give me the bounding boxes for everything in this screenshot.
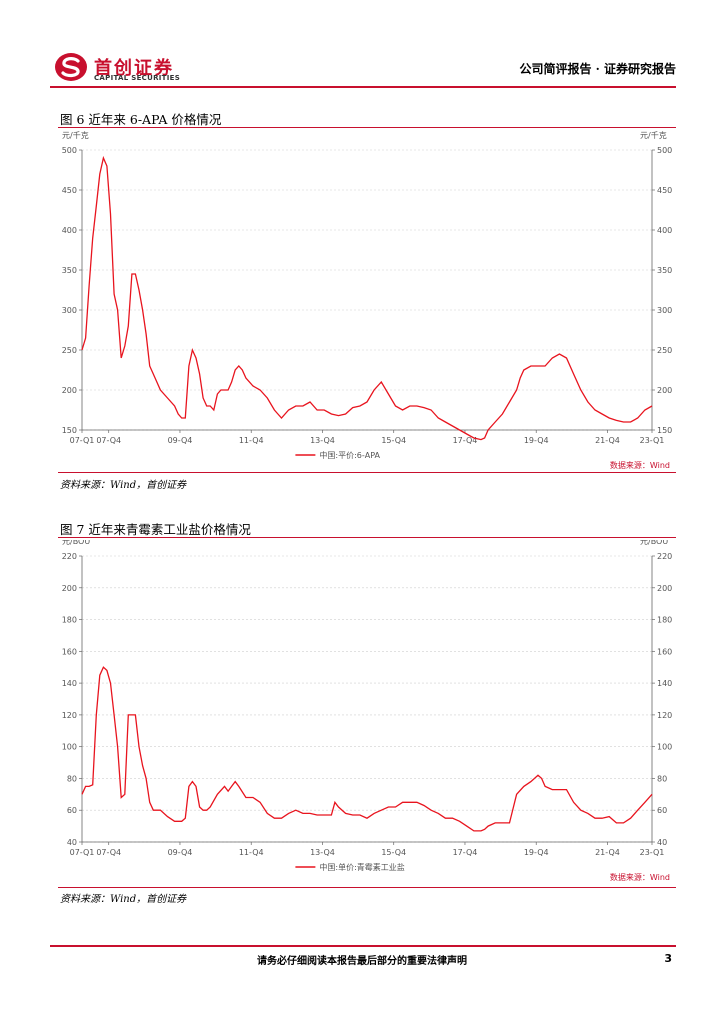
series-line bbox=[81, 155, 653, 441]
y-tick-label-left: 160 bbox=[62, 647, 77, 656]
figure-7-chart: 元/BOU 元/BOU 40 40 60 60 80 80 100 100 120 120 140 140… bbox=[62, 540, 673, 882]
x-tick-label: 07-Q1 bbox=[70, 848, 95, 857]
x-tick-label: 13-Q4 bbox=[310, 848, 335, 857]
x-tick-label: 19-Q4 bbox=[524, 436, 549, 445]
figure-6-source: 资料来源：Wind，首创证券 bbox=[60, 480, 187, 491]
footer-divider bbox=[50, 945, 676, 947]
y-tick-label-right: 150 bbox=[657, 426, 672, 435]
y-tick-label-left: 120 bbox=[62, 711, 77, 720]
y-tick-label-left: 500 bbox=[62, 146, 77, 155]
x-tick-label: 07-Q1 bbox=[70, 436, 95, 445]
legend-label: 中国:单价:青霉素工业盐 bbox=[319, 862, 404, 872]
x-tick-label: 15-Q4 bbox=[381, 848, 406, 857]
y-tick-label-left: 100 bbox=[62, 743, 77, 752]
x-tick-label: 23-Q1 bbox=[640, 436, 665, 445]
y-tick-label-right: 300 bbox=[657, 306, 672, 315]
right-axis-unit: 元/千克 bbox=[640, 130, 667, 140]
x-tick-label: 09-Q4 bbox=[168, 848, 193, 857]
x-tick-label: 07-Q4 bbox=[96, 848, 121, 857]
y-tick-label-right: 120 bbox=[657, 711, 672, 720]
series-line bbox=[81, 666, 653, 832]
y-tick-label-left: 200 bbox=[62, 584, 77, 593]
y-tick-label-right: 200 bbox=[657, 584, 672, 593]
logo-cn-text: 首创证券 bbox=[94, 58, 174, 79]
y-tick-label-right: 200 bbox=[657, 386, 672, 395]
right-axis-unit: 元/BOU bbox=[640, 540, 668, 546]
data-credit: 数据来源：Wind bbox=[610, 460, 670, 470]
x-tick-label: 19-Q4 bbox=[524, 848, 549, 857]
x-tick-label: 11-Q4 bbox=[239, 436, 264, 445]
y-tick-label-right: 220 bbox=[657, 552, 672, 561]
y-tick-label-right: 500 bbox=[657, 146, 672, 155]
y-tick-label-left: 220 bbox=[62, 552, 77, 561]
left-axis-unit: 元/BOU bbox=[62, 540, 90, 546]
figure-6-chart: 元/千克 元/千克 150 150 200 200 250 250 300 300 350 350 40… bbox=[62, 130, 673, 470]
report-header: 首创证券 CAPITAL SECURITIES 公司简评报告 · 证券研究报告 bbox=[50, 50, 676, 84]
y-tick-label-right: 160 bbox=[657, 647, 672, 656]
figure-6-bottom-rule bbox=[58, 472, 676, 473]
figure-6-title: 图 6 近年来 6-APA 价格情况 bbox=[60, 112, 222, 127]
figure-7-bottom-rule bbox=[58, 887, 676, 888]
data-credit: 数据来源：Wind bbox=[610, 872, 670, 882]
y-tick-label-right: 450 bbox=[657, 186, 672, 195]
x-tick-label: 17-Q4 bbox=[453, 436, 478, 445]
x-tick-label: 21-Q4 bbox=[595, 436, 620, 445]
y-tick-label-right: 140 bbox=[657, 679, 672, 688]
x-tick-label: 07-Q4 bbox=[96, 436, 121, 445]
x-tick-label: 15-Q4 bbox=[381, 436, 406, 445]
y-tick-label-left: 180 bbox=[62, 616, 77, 625]
y-tick-label-right: 60 bbox=[657, 806, 667, 815]
y-tick-label-left: 350 bbox=[62, 266, 77, 275]
y-tick-label-right: 250 bbox=[657, 346, 672, 355]
legend-label: 中国:平价:6-APA bbox=[319, 450, 380, 460]
page-number: 3 bbox=[664, 952, 672, 965]
y-tick-label-right: 100 bbox=[657, 743, 672, 752]
x-tick-label: 11-Q4 bbox=[239, 848, 264, 857]
y-tick-label-left: 200 bbox=[62, 386, 77, 395]
y-tick-label-left: 140 bbox=[62, 679, 77, 688]
figure-7-top-rule bbox=[58, 537, 676, 538]
logo-en-text: CAPITAL SECURITIES bbox=[94, 74, 181, 82]
y-tick-label-right: 350 bbox=[657, 266, 672, 275]
report-type: 公司简评报告 · 证券研究报告 bbox=[519, 62, 676, 76]
figure-7-title: 图 7 近年来青霉素工业盐价格情况 bbox=[60, 522, 251, 537]
x-tick-label: 13-Q4 bbox=[310, 436, 335, 445]
y-tick-label-right: 80 bbox=[657, 774, 667, 783]
x-tick-label: 09-Q4 bbox=[168, 436, 193, 445]
y-tick-label-left: 450 bbox=[62, 186, 77, 195]
y-tick-label-left: 80 bbox=[67, 774, 77, 783]
capital-securities-logo-icon bbox=[55, 53, 87, 81]
y-tick-label-left: 250 bbox=[62, 346, 77, 355]
figure-7-source: 资料来源：Wind，首创证券 bbox=[60, 894, 187, 905]
y-tick-label-left: 150 bbox=[62, 426, 77, 435]
x-tick-label: 23-Q1 bbox=[640, 848, 665, 857]
footer-disclaimer: 请务必仔细阅读本报告最后部分的重要法律声明 bbox=[257, 956, 467, 967]
y-tick-label-right: 40 bbox=[657, 838, 667, 847]
y-tick-label-left: 300 bbox=[62, 306, 77, 315]
x-tick-label: 17-Q4 bbox=[453, 848, 478, 857]
y-tick-label-left: 400 bbox=[62, 226, 77, 235]
y-tick-label-right: 400 bbox=[657, 226, 672, 235]
left-axis-unit: 元/千克 bbox=[62, 130, 89, 140]
y-tick-label-left: 40 bbox=[67, 838, 77, 847]
figure-6-top-rule bbox=[58, 127, 676, 128]
x-tick-label: 21-Q4 bbox=[595, 848, 620, 857]
y-tick-label-right: 180 bbox=[657, 616, 672, 625]
y-tick-label-left: 60 bbox=[67, 806, 77, 815]
header-divider bbox=[50, 86, 676, 88]
